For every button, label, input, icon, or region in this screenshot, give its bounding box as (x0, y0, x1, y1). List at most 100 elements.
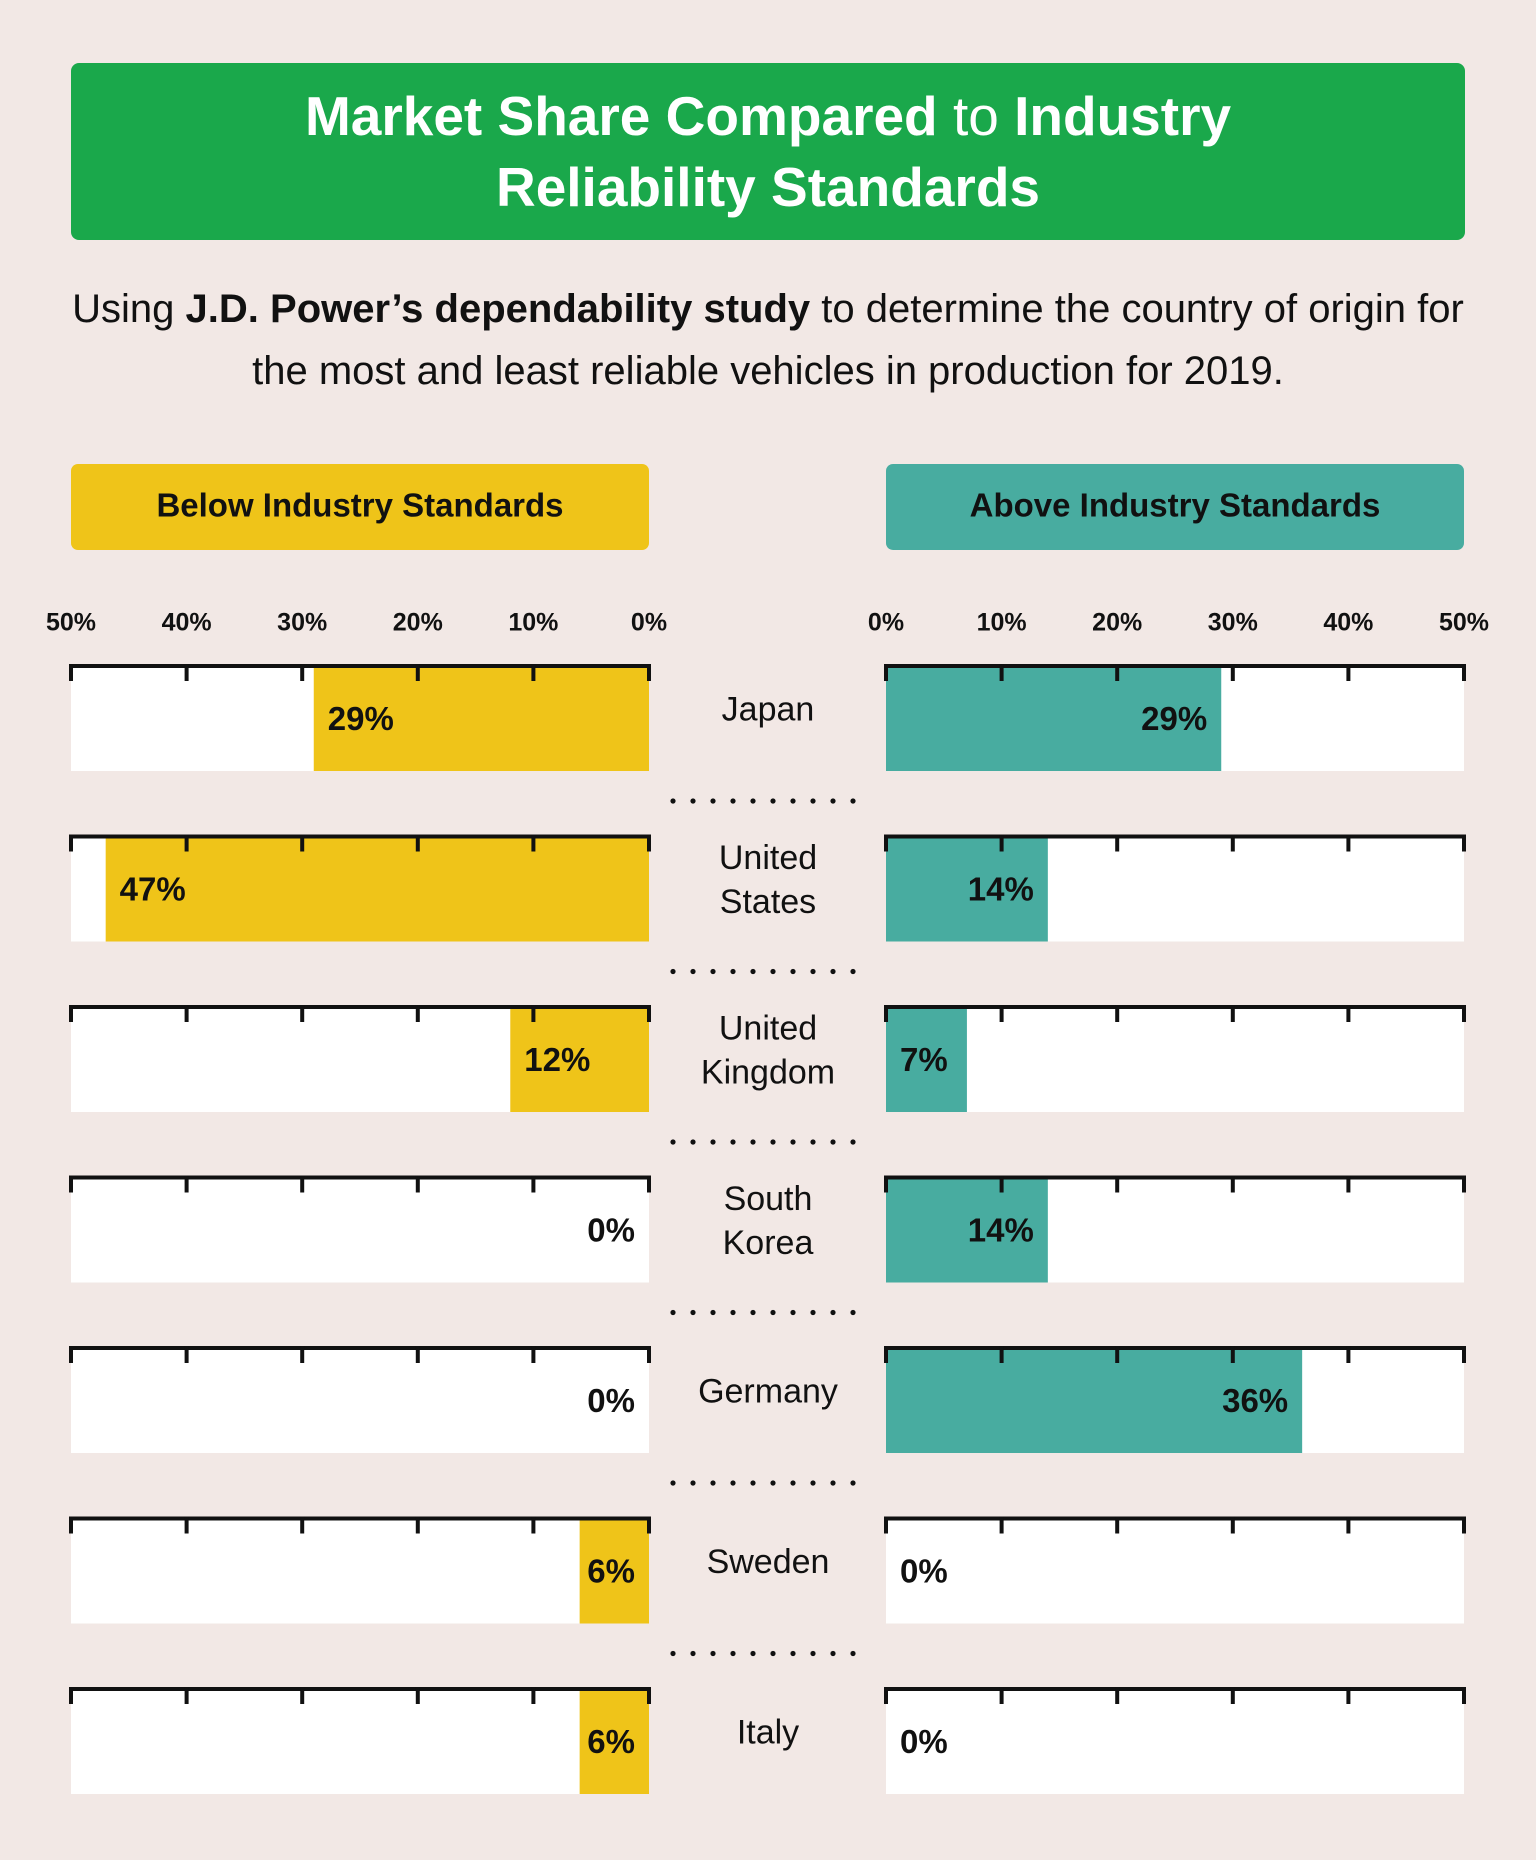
value-label: 6% (587, 1723, 635, 1760)
x-tick-label: 20% (393, 609, 443, 637)
separator-dot (690, 1139, 696, 1145)
x-tick-label: 30% (1208, 609, 1258, 637)
value-label: 12% (524, 1041, 590, 1078)
legend-box (71, 464, 649, 550)
separator-dot (770, 1650, 776, 1657)
legend-label: Below Industry Standards (156, 487, 563, 524)
bar-panel (886, 1687, 1464, 1794)
value-label: 6% (587, 1553, 635, 1590)
category-label: United States (719, 839, 817, 921)
separator-dot (810, 1309, 816, 1316)
separator-dot (690, 798, 696, 804)
value-label: 0% (587, 1382, 635, 1419)
x-tick-label: 10% (977, 609, 1027, 637)
separator-dot (710, 1139, 716, 1145)
separator-dot (730, 1309, 736, 1316)
separator-dot (770, 1480, 776, 1486)
separator-dot (850, 798, 856, 804)
bar-panel (886, 1005, 1464, 1112)
bar (886, 1005, 967, 1112)
separator-dot (830, 1309, 836, 1316)
value-label: 0% (587, 1212, 635, 1249)
separator-dot (850, 968, 856, 975)
separator-dot (690, 1480, 696, 1486)
header-banner: Market Share Compared to Industry Reliab… (71, 63, 1465, 240)
separator-dot (790, 968, 796, 975)
separator-dot (750, 1480, 756, 1486)
separator-dot (790, 1139, 796, 1145)
bar (886, 834, 1048, 942)
bar (579, 1687, 649, 1794)
separator-dot (690, 1650, 696, 1657)
separator-dot (710, 1309, 716, 1316)
value-label: 14% (968, 1212, 1034, 1249)
x-tick-label: 30% (277, 609, 327, 637)
separator-dot (710, 1650, 716, 1657)
separator-dot (770, 798, 776, 804)
separator-dot (810, 798, 816, 804)
separator-dot (730, 1650, 736, 1657)
separator-dot (670, 1139, 676, 1145)
separator-dot (710, 968, 716, 975)
value-label: 47% (120, 871, 186, 908)
value-label: 0% (900, 1723, 948, 1760)
category-label: United Kingdom (701, 1009, 835, 1091)
separator-dot (810, 1139, 816, 1145)
separator-dot (830, 968, 836, 975)
bar (886, 1346, 1303, 1453)
separator-dot (850, 1139, 856, 1145)
separator-dot (790, 1309, 796, 1316)
bar-panel (71, 1175, 649, 1283)
separator-dot (830, 1139, 836, 1145)
subtitle-part: Using (72, 287, 175, 331)
separator-dot (810, 1650, 816, 1657)
separator-dot (750, 968, 756, 975)
value-label: 0% (900, 1553, 948, 1590)
value-label: 29% (1141, 700, 1207, 737)
separator-dot (670, 1650, 676, 1657)
separator-dot (710, 798, 716, 804)
separator-dot (730, 1139, 736, 1145)
separator-dot (830, 1650, 836, 1657)
bar-panel (71, 1516, 649, 1624)
x-tick-label: 40% (1323, 609, 1373, 637)
separator-dot (830, 1480, 836, 1486)
bar (886, 1175, 1048, 1283)
x-tick-label: 40% (162, 609, 212, 637)
bar-panel (71, 1687, 649, 1794)
separator-dot (690, 1309, 696, 1316)
title-part: Industry Reliability Standards (495, 84, 1232, 218)
separator-dot (850, 1480, 856, 1486)
title-part: to (952, 84, 999, 147)
separator-dot (730, 1480, 736, 1486)
x-tick-label: 50% (46, 609, 96, 637)
category-label: Italy (737, 1713, 799, 1751)
separator-dot (830, 798, 836, 804)
bar-panel (886, 1516, 1464, 1624)
separator-dot (770, 968, 776, 975)
value-label: 14% (968, 871, 1034, 908)
title-part: Market Share Compared (304, 84, 938, 147)
x-tick-label: 10% (508, 609, 558, 637)
bar (886, 664, 1222, 771)
category-label: South Korea (723, 1180, 814, 1262)
x-tick-label: 0% (631, 609, 667, 637)
separator-dot (790, 798, 796, 804)
bar (579, 1516, 649, 1624)
separator-dot (710, 1480, 716, 1486)
category-label: Sweden (707, 1543, 830, 1581)
separator-dot (810, 1480, 816, 1486)
separator-dot (770, 1309, 776, 1316)
separator-dot (670, 1309, 676, 1316)
subtitle-part: to determine the country of origin for t… (252, 287, 1464, 393)
chart-subtitle: Using J.D. Power’s dependability study t… (40, 278, 1496, 402)
legend-box (886, 464, 1464, 550)
separator-dot (850, 1309, 856, 1316)
separator-dot (810, 968, 816, 975)
category-label: Japan (722, 690, 815, 728)
separator-dot (670, 968, 676, 975)
value-label: 7% (900, 1041, 948, 1078)
legend-label: Above Industry Standards (970, 487, 1381, 524)
separator-dot (670, 798, 676, 804)
